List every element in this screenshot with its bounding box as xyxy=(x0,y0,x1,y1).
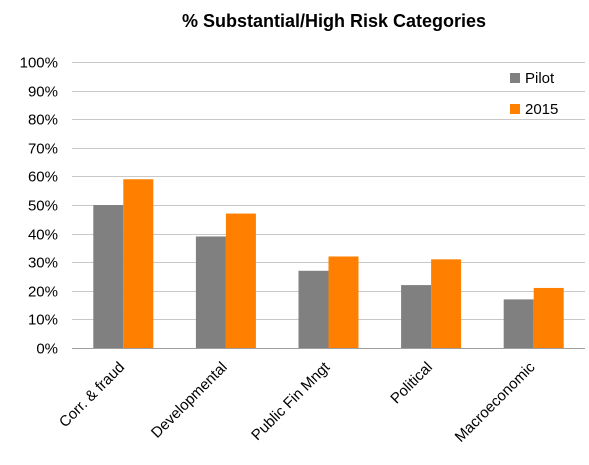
y-tick-label: 70% xyxy=(28,141,58,158)
bar-pilot xyxy=(93,205,124,348)
legend-swatch xyxy=(510,104,520,114)
y-tick-label: 20% xyxy=(28,284,58,301)
bar-pilot xyxy=(195,236,226,348)
y-tick-label: 40% xyxy=(28,227,58,244)
bar-pilot xyxy=(401,285,432,348)
bars xyxy=(93,179,564,348)
x-category-label: Macroeconomic xyxy=(452,358,539,445)
y-tick-label: 90% xyxy=(28,84,58,101)
bar-2015 xyxy=(533,287,564,348)
y-tick-label: 100% xyxy=(20,55,58,72)
legend-label: Pilot xyxy=(525,70,555,87)
y-tick-label: 10% xyxy=(28,312,58,329)
y-tick-label: 50% xyxy=(28,198,58,215)
x-category-label: Corr. & fraud xyxy=(56,359,128,431)
x-category-label: Public Fin Mngt xyxy=(248,358,334,444)
bar-2015 xyxy=(328,256,359,348)
y-tick-label: 30% xyxy=(28,255,58,272)
bar-2015 xyxy=(225,213,256,348)
gridlines xyxy=(72,62,585,320)
y-axis-ticks: 0% 10% 20% 30% 40% 50% 60% 70% 80% 90% 100% xyxy=(20,55,58,358)
x-category-label: Political xyxy=(387,359,436,408)
x-axis-category-labels: Corr. & fraud Developmental Public Fin Mng… xyxy=(56,358,539,445)
y-tick-label: 0% xyxy=(36,341,58,358)
y-tick-label: 60% xyxy=(28,169,58,186)
bar-pilot xyxy=(503,299,534,348)
chart-title: % Substantial/High Risk Categories xyxy=(182,11,486,31)
bar-2015 xyxy=(431,259,462,348)
legend: Pilot 2015 xyxy=(510,70,558,118)
bar-pilot xyxy=(298,270,329,348)
legend-swatch xyxy=(510,73,520,83)
y-tick-label: 80% xyxy=(28,112,58,129)
bar-2015 xyxy=(123,179,154,348)
legend-label: 2015 xyxy=(525,101,558,118)
x-category-label: Developmental xyxy=(148,359,231,442)
